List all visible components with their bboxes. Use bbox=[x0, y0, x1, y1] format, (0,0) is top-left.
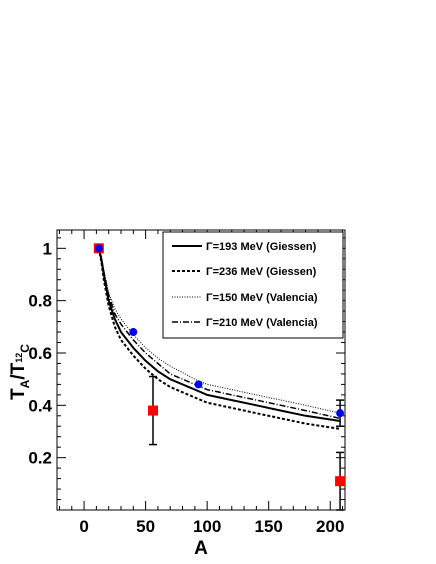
red-square-point bbox=[335, 476, 346, 487]
legend-box bbox=[162, 231, 344, 339]
curve-dashed bbox=[97, 248, 341, 430]
blue-circle-point bbox=[336, 409, 345, 418]
x-tick-label: 200 bbox=[316, 517, 344, 536]
theory-curves bbox=[97, 248, 341, 430]
x-tick-label: 150 bbox=[255, 517, 283, 536]
legend-label-2: Γ=236 MeV (Giessen) bbox=[206, 266, 317, 278]
x-tick-label: 50 bbox=[136, 517, 155, 536]
y-tick-label: 0.4 bbox=[28, 396, 52, 415]
y-axis-title: TA/T12C bbox=[8, 344, 32, 400]
curve-solid bbox=[97, 248, 341, 422]
y-tick-label: 0.6 bbox=[28, 344, 52, 363]
axis-ticks: 0 50 100 150 200 0.2 0.4 0.6 0.8 1 bbox=[28, 230, 345, 536]
blue-circle-point bbox=[129, 328, 138, 337]
y-tick-label: 0.2 bbox=[28, 449, 52, 468]
legend: Γ=193 MeV (Giessen) Γ=236 MeV (Giessen) … bbox=[162, 231, 344, 339]
red-square-point bbox=[148, 405, 158, 416]
svg-text:TA/T12C: TA/T12C bbox=[8, 344, 32, 400]
x-tick-label: 100 bbox=[193, 517, 221, 536]
x-tick-label: 0 bbox=[79, 517, 88, 536]
blue-circle-point bbox=[94, 244, 103, 253]
y-title-sub2: C bbox=[18, 344, 32, 353]
data-points bbox=[93, 243, 346, 511]
y-title-sep: /T bbox=[8, 362, 29, 379]
legend-label-3: Γ=150 MeV (Valencia) bbox=[206, 292, 318, 304]
plot-frame bbox=[56, 229, 346, 511]
curve-dashdot bbox=[98, 248, 341, 420]
y-tick-label: 1 bbox=[43, 239, 52, 258]
y-title-main: T bbox=[8, 388, 29, 400]
blue-circle-point bbox=[194, 380, 203, 389]
y-title-sub: A bbox=[18, 379, 32, 388]
legend-label-4: Γ=210 MeV (Valencia) bbox=[206, 317, 318, 329]
y-tick-label: 0.8 bbox=[28, 292, 52, 311]
y-title-sup: 12 bbox=[14, 353, 24, 363]
x-axis-title: A bbox=[194, 538, 208, 559]
legend-label-1: Γ=193 MeV (Giessen) bbox=[206, 241, 317, 253]
